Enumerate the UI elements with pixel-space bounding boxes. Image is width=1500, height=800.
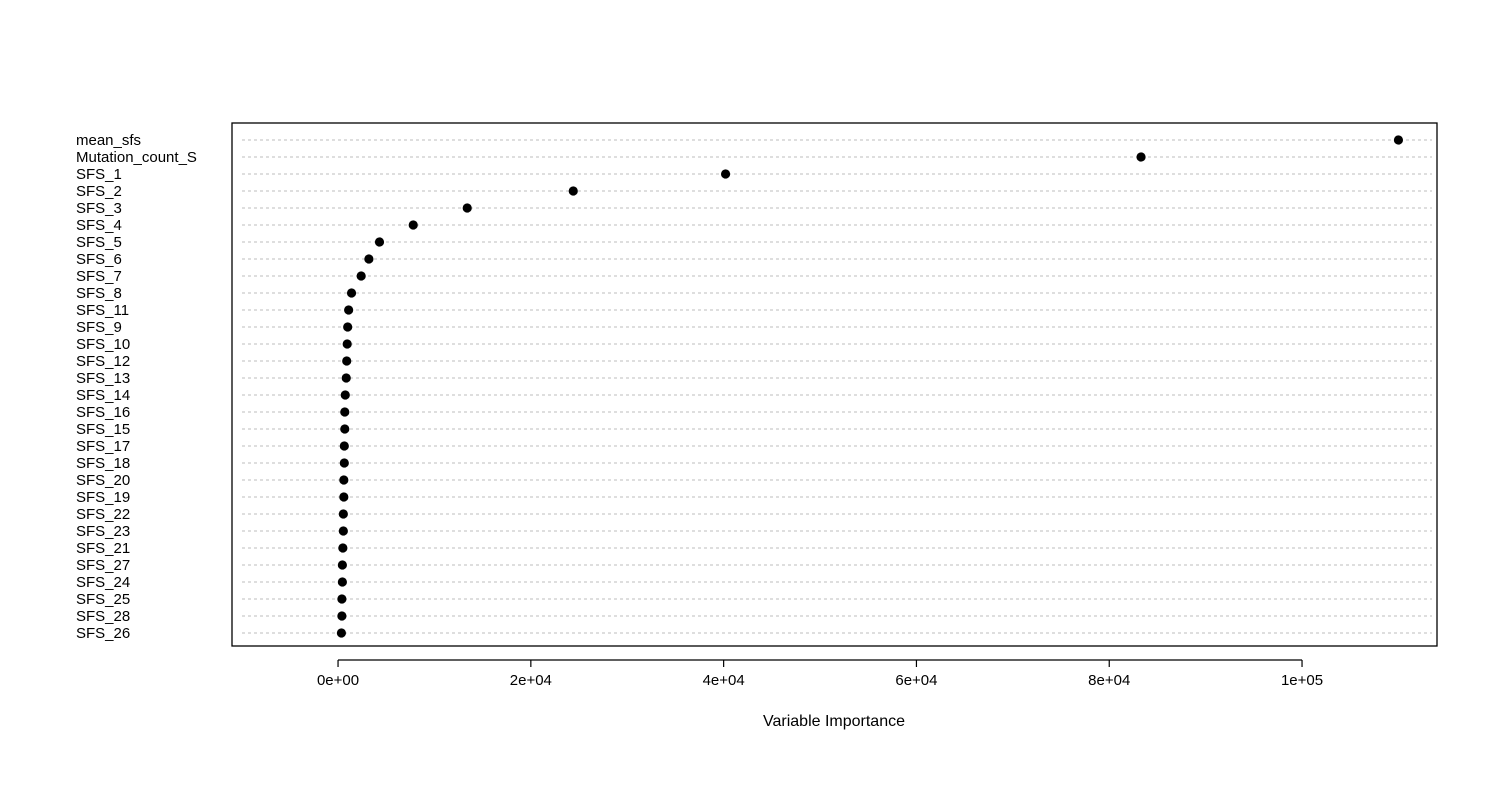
data-point	[338, 509, 348, 519]
variable-label: SFS_3	[76, 200, 122, 217]
variable-label: SFS_10	[76, 336, 130, 353]
data-point	[339, 492, 349, 502]
data-point	[1136, 152, 1146, 162]
x-tick-label: 6e+04	[895, 672, 937, 689]
variable-label: SFS_16	[76, 404, 130, 421]
data-point	[339, 441, 349, 451]
data-point	[336, 628, 347, 638]
variable-label: SFS_23	[76, 523, 130, 540]
plot-box	[231, 122, 1438, 647]
data-point	[339, 475, 349, 485]
variable-label: SFS_20	[76, 472, 130, 489]
variable-label: SFS_7	[76, 268, 122, 285]
variable-label: SFS_27	[76, 557, 130, 574]
variable-label: SFS_24	[76, 574, 130, 591]
data-point	[462, 203, 472, 213]
data-point	[374, 237, 385, 247]
variable-label: SFS_21	[76, 540, 130, 557]
data-point	[342, 339, 352, 349]
data-point	[720, 169, 731, 179]
data-point	[337, 560, 347, 570]
variable-labels: mean_sfsMutation_count_SSFS_1SFS_2SFS_3S…	[76, 132, 197, 642]
x-tick-label: 2e+04	[510, 672, 552, 689]
variable-label: SFS_8	[76, 285, 122, 302]
variable-label: SFS_19	[76, 489, 130, 506]
variable-label: SFS_6	[76, 251, 122, 268]
data-point	[339, 458, 349, 468]
x-axis-title: Variable Importance	[763, 713, 905, 730]
variable-label: SFS_9	[76, 319, 122, 336]
variable-label: SFS_26	[76, 625, 130, 642]
data-point	[356, 271, 366, 281]
data-point	[343, 322, 353, 332]
variable-label: SFS_14	[76, 387, 130, 404]
data-point	[337, 611, 347, 621]
data-point	[344, 305, 354, 315]
data-point	[364, 254, 374, 264]
variable-label: SFS_11	[76, 302, 129, 319]
variable-label: SFS_15	[76, 421, 130, 438]
variable-label: SFS_13	[76, 370, 130, 387]
data-point	[341, 373, 351, 383]
data-point	[342, 356, 352, 366]
data-point	[340, 407, 350, 417]
data-point	[338, 526, 348, 536]
x-tick-label: 0e+00	[317, 672, 359, 689]
data-point	[340, 424, 350, 434]
x-tick-label: 1e+05	[1281, 672, 1323, 689]
data-point	[408, 220, 418, 230]
variable-label: SFS_18	[76, 455, 130, 472]
variable-label: SFS_28	[76, 608, 130, 625]
variable-label: SFS_12	[76, 353, 130, 370]
variable-label: SFS_4	[76, 217, 122, 234]
data-point	[1393, 135, 1404, 145]
variable-label: SFS_25	[76, 591, 130, 608]
variable-label: SFS_22	[76, 506, 130, 523]
data-point	[337, 577, 347, 587]
data-point	[568, 186, 578, 196]
variable-label: SFS_5	[76, 234, 122, 251]
variable-label: SFS_1	[76, 166, 122, 183]
x-tick-label: 8e+04	[1088, 672, 1130, 689]
variable-label: SFS_17	[76, 438, 130, 455]
data-point	[337, 594, 347, 604]
data-point	[346, 288, 357, 298]
variable-label: mean_sfs	[76, 132, 141, 149]
data-point	[338, 543, 348, 553]
x-axis: 0e+00 2e+04 4e+04 6e+04 8e+04 1e+05	[317, 659, 1323, 689]
x-tick-label: 4e+04	[703, 672, 745, 689]
variable-label: SFS_2	[76, 183, 122, 200]
grid-lines	[242, 139, 1432, 634]
data-points	[336, 135, 1404, 638]
data-point	[340, 390, 350, 400]
variable-label: Mutation_count_S	[76, 149, 197, 166]
